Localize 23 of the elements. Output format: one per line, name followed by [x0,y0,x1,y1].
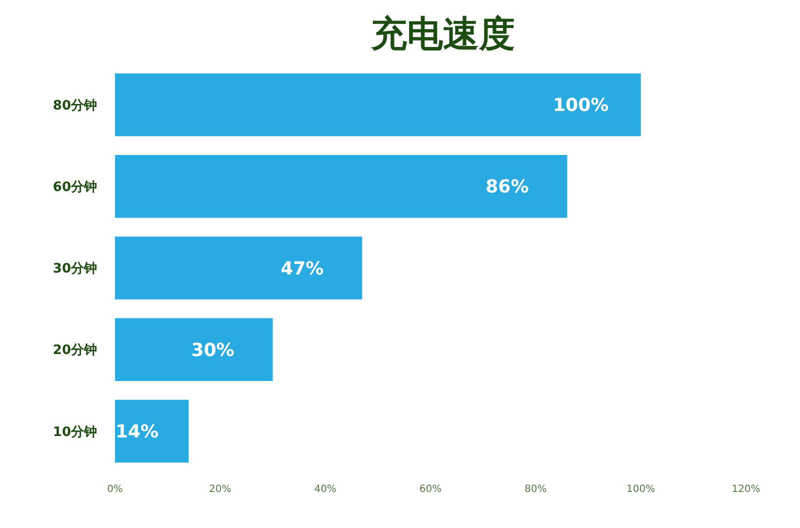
y-tick-label: 80分钟 [52,98,97,114]
bar [115,73,641,136]
y-tick-label: 30分钟 [52,262,97,277]
x-tick-label: 0% [107,484,123,495]
bar [115,400,189,463]
x-tick-label: 60% [419,484,442,495]
bar [115,236,362,300]
y-tick-label: 60分钟 [52,180,97,195]
data-label: 47% [280,258,324,280]
x-tick-label: 100% [626,484,656,495]
data-label: 86% [486,176,529,198]
bar [115,318,273,382]
y-tick-label: 10分钟 [52,424,97,440]
data-label: 100% [553,95,609,116]
chart-title: 充电速度 [370,14,515,55]
x-tick-label: 20% [209,484,232,495]
x-tick-label: 40% [314,484,336,495]
data-label: 30% [191,340,234,361]
x-tick-label: 80% [524,484,547,495]
x-tick-label: 120% [732,484,760,495]
y-tick-label: 20分钟 [52,343,97,358]
data-label: 14% [115,422,159,442]
bar [115,154,568,218]
